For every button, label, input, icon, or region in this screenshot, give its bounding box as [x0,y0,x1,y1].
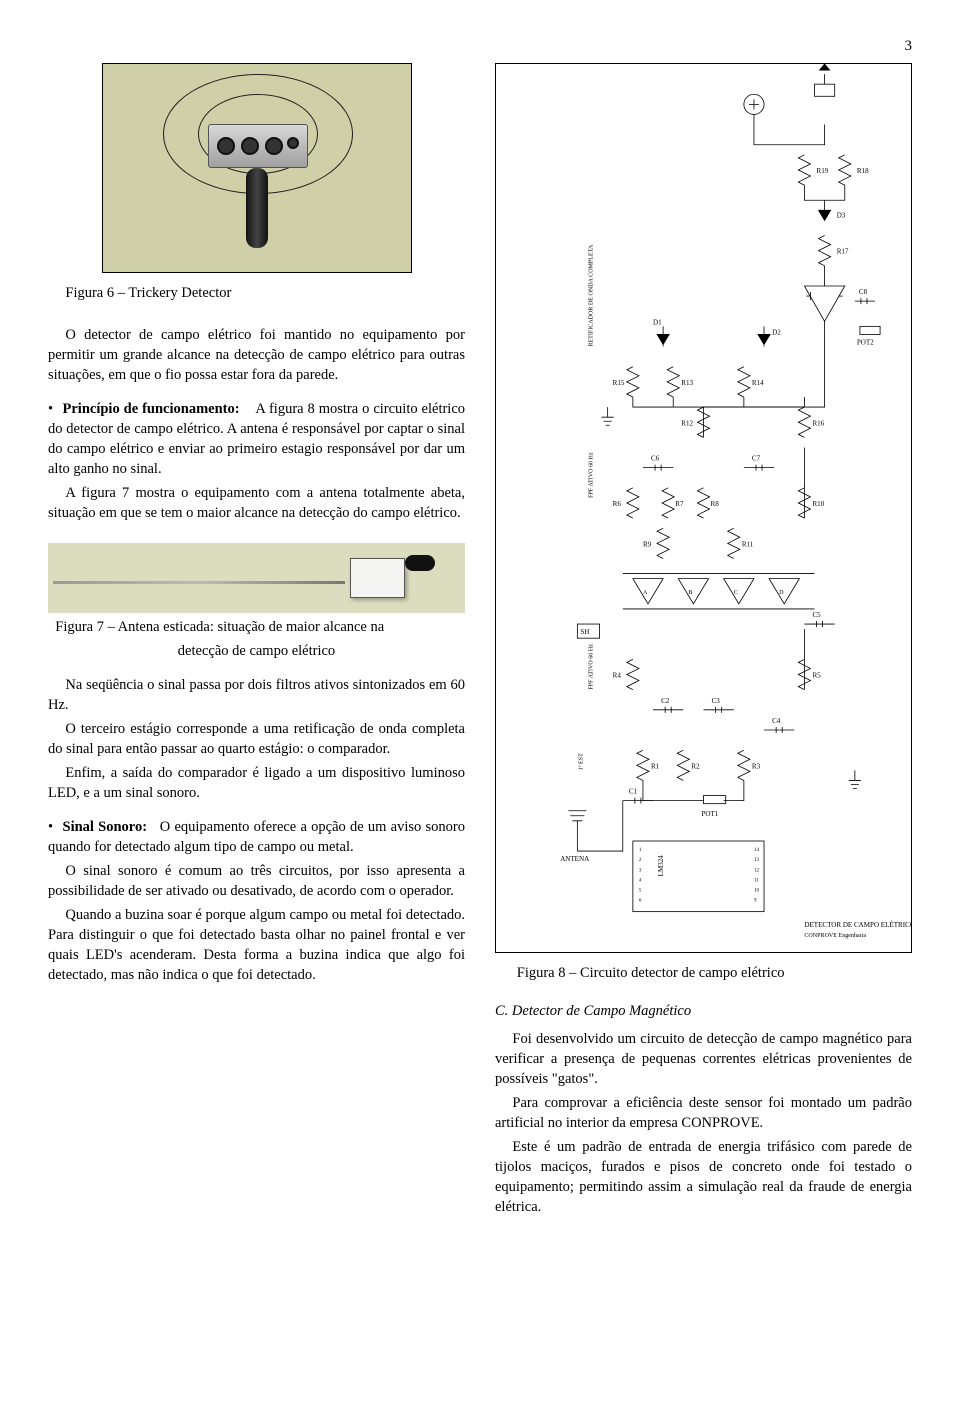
svg-text:R5: R5 [812,671,821,679]
svg-text:R3: R3 [752,762,761,770]
svg-text:R4: R4 [613,671,622,679]
svg-text:14: 14 [754,847,760,853]
svg-text:R12: R12 [681,419,693,427]
left-p2: A figura 7 mostra o equipamento com a an… [48,483,465,523]
svg-text:RETIFICADOR DE ONDA COMPLETA: RETIFICADOR DE ONDA COMPLETA [589,244,595,346]
bullet-icon: • [48,817,63,837]
left-p3: Na seqüência o sinal passa por dois filt… [48,675,465,715]
right-p2: Para comprovar a eficiência deste sensor… [495,1093,912,1133]
svg-text:D: D [779,589,784,595]
right-p3: Este é um padrão de entrada de energia t… [495,1137,912,1217]
sonoro-label: Sinal Sonoro: [63,819,148,835]
svg-text:D2: D2 [772,328,781,336]
svg-text:4: 4 [639,877,642,883]
section-c-heading: C. Detector de Campo Magnético [495,1001,912,1021]
svg-text:D1: D1 [653,318,662,326]
svg-text:C4: C4 [772,717,781,725]
page-grid: Figura 6 – Trickery Detector O detector … [48,63,912,1221]
fig7-caption: Figura 7 – Antena esticada: situação de … [48,617,465,661]
svg-text:R13: R13 [681,379,693,387]
svg-text:R2: R2 [691,762,700,770]
fig8-caption: Figura 8 – Circuito detector de campo el… [495,963,912,983]
bullet-sonoro: •Sinal Sonoro: O equipamento oferece a o… [48,817,465,857]
svg-text:R10: R10 [812,500,824,508]
svg-text:11: 11 [754,877,759,883]
svg-text:FPF ATIVO 60 Hz: FPF ATIVO 60 Hz [589,643,595,689]
svg-text:C8: C8 [859,288,868,296]
svg-text:C2: C2 [661,696,670,704]
svg-text:R14: R14 [752,379,764,387]
svg-text:C6: C6 [651,454,660,462]
svg-text:R11: R11 [742,540,754,548]
left-p7: Quando a buzina soar é porque algum camp… [48,905,465,985]
svg-text:C3: C3 [712,696,721,704]
left-p4: O terceiro estágio corresponde a uma ret… [48,719,465,759]
svg-text:R16: R16 [812,419,824,427]
svg-text:R8: R8 [711,500,720,508]
svg-text:B: B [688,589,692,595]
svg-text:C7: C7 [752,454,761,462]
svg-text:12: 12 [754,867,760,873]
svg-text:C1: C1 [629,787,638,795]
right-column: R19 R18 D3 R17 [495,63,912,1221]
bullet-principio: •Princípio de funcionamento: A figura 8 … [48,399,465,479]
svg-text:POT1: POT1 [701,809,718,817]
left-p5: Enfim, a saída do comparador é ligado a … [48,763,465,803]
svg-text:R9: R9 [643,540,652,548]
svg-text:LM324: LM324 [657,854,665,876]
svg-text:FPF ATIVO 60 Hz: FPF ATIVO 60 Hz [589,452,595,498]
svg-text:CONPROVE Engenharia: CONPROVE Engenharia [804,933,866,939]
svg-text:3: 3 [639,867,642,873]
svg-text:R19: R19 [817,167,829,175]
right-p1: Foi desenvolvido um circuito de detecção… [495,1029,912,1089]
svg-text:1: 1 [639,847,642,853]
svg-text:ANTENA: ANTENA [560,855,590,863]
svg-text:C5: C5 [812,611,821,619]
fig7-caption-l1: Figura 7 – Antena esticada: situação de … [48,617,465,637]
svg-text:1º EST: 1º EST [577,753,584,770]
svg-text:13: 13 [754,857,760,863]
svg-text:R17: R17 [837,247,849,255]
left-p1: O detector de campo elétrico foi mantido… [48,325,465,385]
left-column: Figura 6 – Trickery Detector O detector … [48,63,465,1221]
svg-text:2: 2 [639,857,642,863]
svg-text:A: A [643,589,648,595]
svg-text:R7: R7 [675,500,684,508]
bullet-icon: • [48,399,63,419]
fig6-caption: Figura 6 – Trickery Detector [48,283,465,303]
fig8-schematic: R19 R18 D3 R17 [495,63,912,953]
fig6-photo [102,63,412,273]
principio-label: Princípio de funcionamento: [63,401,240,417]
svg-text:10: 10 [754,887,760,893]
svg-text:R15: R15 [613,379,625,387]
svg-text:SH: SH [580,628,589,636]
svg-text:R1: R1 [651,762,660,770]
svg-text:R18: R18 [857,167,869,175]
fig7-caption-l2: detecção de campo elétrico [48,641,465,661]
schematic-svg: R19 R18 D3 R17 [496,64,911,952]
svg-text:DETECTOR DE CAMPO ELÉTRICO: DETECTOR DE CAMPO ELÉTRICO [804,920,911,928]
left-p6: O sinal sonoro é comum ao três circuitos… [48,861,465,901]
fig7-photo [48,543,465,613]
svg-text:R6: R6 [613,500,622,508]
svg-text:D3: D3 [837,211,846,219]
svg-text:POT2: POT2 [857,338,874,346]
svg-text:C: C [734,589,738,595]
svg-text:9: 9 [754,897,757,903]
page-number: 3 [48,36,912,57]
svg-text:5: 5 [639,887,642,893]
svg-text:6: 6 [639,897,642,903]
